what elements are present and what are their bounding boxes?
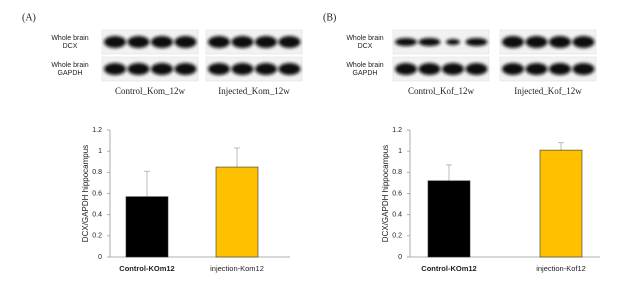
band: [231, 63, 254, 75]
blot-bands: [502, 63, 595, 75]
blot-bands: [208, 63, 301, 75]
blot-bands: [104, 36, 197, 48]
y-tick-label: 1: [98, 148, 102, 155]
band: [255, 63, 277, 75]
band: [395, 63, 417, 75]
group-label: Injected_Kof_12w: [514, 86, 582, 96]
y-tick-label: 1.2: [392, 127, 402, 134]
panel-label: (A): [22, 12, 36, 23]
group-label: Injected_Kom_12w: [218, 86, 290, 96]
x-tick-label: injection-Kof12: [536, 264, 586, 273]
blot-bands: [502, 36, 595, 48]
y-tick-label: 0.6: [392, 190, 402, 197]
band: [127, 36, 150, 48]
row-label: Whole brain GAPDH: [346, 62, 383, 77]
band: [418, 38, 441, 46]
x-tick-label: injection-Kom12: [210, 264, 264, 273]
band: [231, 36, 254, 48]
band: [255, 36, 277, 48]
band: [174, 63, 197, 75]
band: [151, 36, 173, 48]
y-tick-label: 0.4: [92, 212, 102, 219]
group-label: Control_Kom_12w: [115, 86, 186, 96]
blot-bands: [104, 63, 197, 75]
band: [502, 63, 524, 75]
panel-label: (B): [323, 12, 336, 23]
band: [151, 63, 173, 75]
blot-bands: [395, 38, 488, 46]
band: [395, 38, 417, 46]
band: [502, 36, 524, 48]
y-tick-label: 0.8: [92, 169, 102, 176]
row-label: Whole brain GAPDH: [51, 62, 88, 77]
band: [104, 63, 126, 75]
x-tick-label: Control-KOm12: [119, 264, 174, 273]
band: [572, 63, 595, 75]
band: [278, 36, 301, 48]
band: [127, 63, 150, 75]
y-tick-label: 0.4: [392, 212, 402, 219]
y-tick-label: 0.8: [392, 169, 402, 176]
blot-bands: [208, 36, 301, 48]
band: [465, 63, 488, 75]
y-tick-label: 0.2: [392, 233, 402, 240]
band: [174, 36, 197, 48]
bar: [539, 149, 583, 258]
band: [442, 63, 464, 75]
bar: [215, 166, 259, 258]
band: [549, 36, 571, 48]
y-tick-label: 0: [98, 254, 102, 261]
y-tick-label: 0.2: [92, 233, 102, 240]
y-tick-label: 0: [398, 254, 402, 261]
band: [278, 63, 301, 75]
band: [525, 36, 548, 48]
band: [465, 38, 488, 46]
band: [208, 63, 230, 75]
y-tick-label: 1.2: [92, 127, 102, 134]
bar: [427, 180, 471, 258]
band: [572, 36, 595, 48]
y-axis-label: DCX/GAPDH hippocampus: [81, 145, 90, 242]
row-label: Whole brain DCX: [51, 35, 88, 50]
blot-bands: [395, 63, 488, 75]
y-tick-label: 1: [398, 148, 402, 155]
group-label: Control_Kof_12w: [408, 86, 474, 96]
band: [104, 36, 126, 48]
y-tick-label: 0.6: [92, 190, 102, 197]
bar: [125, 196, 169, 258]
y-axis-label: DCX/GAPDH hippocampus: [381, 145, 390, 242]
band: [208, 36, 230, 48]
band: [418, 63, 441, 75]
band: [446, 39, 460, 45]
row-label: Whole brain DCX: [346, 35, 383, 50]
band: [525, 63, 548, 75]
band: [549, 63, 571, 75]
x-tick-label: Control-KOm12: [421, 264, 476, 273]
